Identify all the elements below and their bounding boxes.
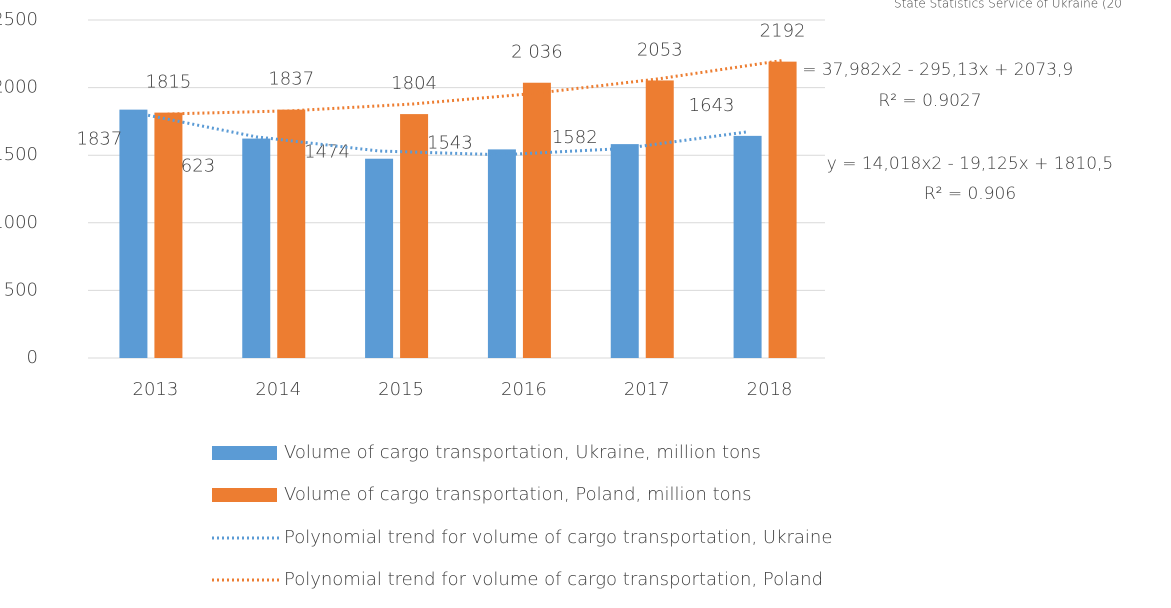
data-label: 1837: [268, 69, 314, 90]
bar: [277, 109, 306, 358]
legend-label: Volume of cargo transportation, Poland, …: [284, 484, 751, 505]
data-label: 1474: [304, 142, 350, 163]
bar: [610, 144, 639, 358]
y-tick-label: 0: [27, 347, 38, 368]
annotation: y = 37,982x2 - 295,13x + 2073,9: [787, 60, 1074, 80]
data-label: 2053: [637, 39, 683, 60]
bar: [733, 135, 762, 358]
bar: [522, 82, 551, 359]
data-label: 1804: [391, 73, 437, 94]
source-note: State Statistics Service of Ukraine (20: [894, 0, 1122, 11]
trend-line: [167, 59, 782, 116]
annotation: R² = 0.906: [924, 184, 1016, 204]
x-tick-label: 2018: [747, 379, 793, 400]
bar: [400, 114, 429, 358]
bar: [242, 138, 271, 358]
y-tick-label: 1500: [0, 144, 38, 165]
legend-swatch: [212, 488, 277, 502]
x-tick-label: 2016: [501, 379, 547, 400]
bar: [645, 80, 674, 359]
y-tick-label: 2000: [0, 77, 38, 98]
bar: [365, 158, 394, 358]
bar: [487, 149, 516, 358]
x-tick-label: 2015: [378, 379, 424, 400]
x-tick-label: 2014: [255, 379, 301, 400]
bar: [119, 109, 148, 358]
data-label: 1815: [146, 72, 192, 93]
legend-label: Polynomial trend for volume of cargo tra…: [284, 527, 832, 548]
data-label: 2192: [760, 21, 806, 42]
y-tick-label: 500: [4, 279, 38, 300]
legend-label: Volume of cargo transportation, Ukraine,…: [284, 442, 761, 463]
bar: [154, 112, 183, 358]
data-label: 1837: [77, 129, 123, 150]
bar: [768, 61, 797, 358]
data-label: 1543: [427, 132, 473, 153]
annotation: R² = 0.9027: [878, 91, 981, 111]
y-tick-label: 2500: [0, 9, 38, 30]
legend-label: Polynomial trend for volume of cargo tra…: [284, 569, 823, 590]
y-tick-label: 1000: [0, 212, 38, 233]
data-label: 2 036: [511, 42, 563, 63]
data-label: 1582: [552, 127, 598, 148]
legend-swatch: [212, 446, 277, 460]
trend-line: [133, 110, 748, 157]
annotation: y = 14,018x2 - 19,125x + 1810,5: [827, 154, 1114, 174]
x-tick-label: 2017: [624, 379, 670, 400]
x-tick-label: 2013: [133, 379, 179, 400]
data-label: 1643: [689, 95, 735, 116]
